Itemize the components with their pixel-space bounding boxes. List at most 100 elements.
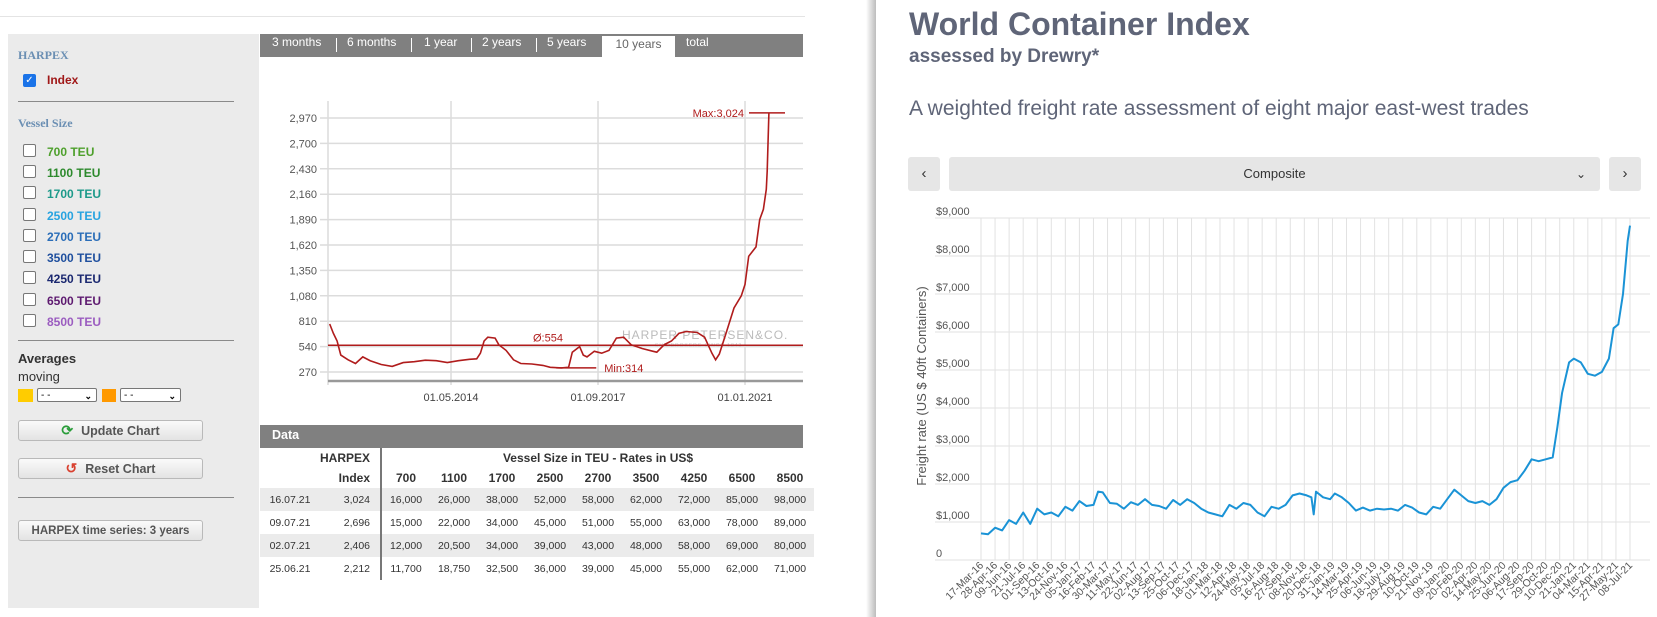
row-date: 25.06.21 bbox=[269, 562, 311, 575]
row-rate: 85,000 bbox=[718, 488, 767, 511]
y-tick-label: 2,700 bbox=[289, 138, 317, 150]
averages-moving-label: moving bbox=[18, 369, 60, 384]
row-rate: 43,000 bbox=[574, 534, 623, 557]
x-tick-label: 01.05.2014 bbox=[423, 392, 478, 404]
harpex-sidebar bbox=[8, 34, 259, 608]
vessel-checkbox[interactable] bbox=[23, 314, 36, 327]
route-select[interactable]: Composite ⌄ bbox=[949, 157, 1600, 191]
y-tick-label: $7,000 bbox=[936, 282, 970, 294]
row-rate: 55,000 bbox=[629, 516, 663, 529]
row-rate: 52,000 bbox=[526, 488, 575, 511]
next-route-button[interactable]: › bbox=[1609, 157, 1641, 191]
watermark-logo: HARPER PETERSEN&CO. bbox=[622, 328, 788, 342]
row-rate: 78,000 bbox=[725, 516, 759, 529]
row-rate: 12,000 bbox=[381, 534, 431, 557]
vessel-size-heading: Vessel Size bbox=[18, 116, 73, 130]
row-rate: 89,000 bbox=[773, 516, 807, 529]
y-tick-label: $5,000 bbox=[936, 358, 970, 370]
header-index: Index bbox=[320, 468, 383, 488]
y-tick-label: 540 bbox=[299, 342, 317, 354]
tab-separator bbox=[471, 38, 472, 52]
page-description: A weighted freight rate assessment of ei… bbox=[909, 97, 1529, 120]
y-tick-label: 2,430 bbox=[289, 164, 317, 176]
vessel-checkbox[interactable] bbox=[23, 271, 36, 284]
harpex-heading: HARPEX bbox=[18, 48, 69, 62]
table-row: 09.07.21 2,696 15,000 22,000 34,000 45,000 51,… bbox=[260, 511, 814, 534]
vessel-checkbox[interactable] bbox=[23, 208, 36, 221]
previous-route-button[interactable]: ‹ bbox=[908, 157, 940, 191]
average-1-select[interactable]: - - ⌄ bbox=[37, 388, 97, 402]
row-rate: 98,000 bbox=[766, 488, 815, 511]
row-rate: 48,000 bbox=[622, 534, 671, 557]
data-section-header: Data bbox=[260, 425, 803, 448]
row-rate: 11,700 bbox=[390, 562, 422, 575]
tab-10-years[interactable]: 10 years bbox=[602, 36, 675, 57]
vessel-label: 1700 TEU bbox=[47, 187, 102, 201]
vessel-label: 2700 TEU bbox=[47, 230, 102, 244]
y-tick-label: 1,890 bbox=[289, 215, 317, 227]
row-index: 2,406 bbox=[320, 534, 383, 557]
column-header: 2700 bbox=[584, 471, 612, 485]
row-rate: 55,000 bbox=[677, 562, 711, 575]
average-2-select[interactable]: - - ⌄ bbox=[120, 388, 181, 402]
index-label: Index bbox=[47, 73, 79, 87]
vessel-checkbox[interactable] bbox=[23, 186, 36, 199]
y-tick-label: $4,000 bbox=[936, 396, 970, 408]
tab-2-years[interactable]: 2 years bbox=[482, 35, 522, 49]
y-tick-label: 1,620 bbox=[289, 240, 317, 252]
row-rate: 36,000 bbox=[533, 562, 567, 575]
table-header-row: HARPEX Vessel Size in TEU - Rates in US$ bbox=[260, 448, 814, 468]
row-date: 02.07.21 bbox=[260, 534, 320, 557]
panel-divider bbox=[866, 0, 876, 617]
reset-chart-button[interactable]: ↺ Reset Chart bbox=[18, 458, 203, 479]
divider bbox=[18, 101, 234, 102]
vessel-label: 700 TEU bbox=[47, 145, 95, 159]
column-header: 6500 bbox=[728, 471, 756, 485]
period-tabs: 3 months 6 months 1 year 2 years 5 years 10 y… bbox=[260, 34, 803, 57]
y-tick-label: $1,000 bbox=[936, 510, 970, 522]
tab-separator bbox=[336, 38, 337, 52]
vessel-checkbox[interactable] bbox=[23, 165, 36, 178]
row-rate: 34,000 bbox=[478, 534, 527, 557]
reset-chart-label: Reset Chart bbox=[85, 461, 156, 476]
vessel-label: 3500 TEU bbox=[47, 251, 102, 265]
average-2-value: - - bbox=[124, 390, 134, 401]
tab-1-year[interactable]: 1 year bbox=[424, 35, 458, 49]
row-rate: 20,500 bbox=[430, 534, 479, 557]
y-tick-label: $6,000 bbox=[936, 320, 970, 332]
update-chart-label: Update Chart bbox=[81, 423, 160, 438]
column-header: 1700 bbox=[488, 471, 516, 485]
row-rate: 39,000 bbox=[526, 534, 575, 557]
column-header: 700 bbox=[396, 471, 417, 485]
chevron-right-icon: › bbox=[1622, 165, 1628, 182]
vessel-checkbox[interactable] bbox=[23, 144, 36, 157]
vessel-checkbox[interactable] bbox=[23, 293, 36, 306]
harpex-time-series-button[interactable]: HARPEX time series: 3 years bbox=[18, 520, 203, 541]
row-rate: 39,000 bbox=[581, 562, 615, 575]
table-row: 25.06.21 2,212 11,700 18,750 32,500 36,000 39,… bbox=[260, 557, 814, 580]
chevron-down-icon: ⌄ bbox=[168, 391, 176, 401]
tab-6-months[interactable]: 6 months bbox=[347, 35, 397, 49]
y-tick-label: 2,970 bbox=[289, 113, 317, 125]
vessel-checkbox[interactable] bbox=[23, 229, 36, 242]
tab-5-years[interactable]: 5 years bbox=[547, 35, 587, 49]
tab-3-months[interactable]: 3 months bbox=[272, 35, 322, 49]
row-rate: 80,000 bbox=[766, 534, 815, 557]
max-label: Max:3,024 bbox=[693, 108, 744, 120]
row-date: 09.07.21 bbox=[269, 516, 311, 529]
column-header: 3500 bbox=[632, 471, 660, 485]
column-header: 2500 bbox=[536, 471, 564, 485]
update-chart-button[interactable]: ⟳ Update Chart bbox=[18, 420, 203, 441]
row-rate: 51,000 bbox=[581, 516, 615, 529]
header-harpex: HARPEX bbox=[320, 448, 383, 468]
tab-total[interactable]: total bbox=[686, 35, 709, 49]
row-rate: 32,500 bbox=[485, 562, 519, 575]
vessel-checkbox[interactable] bbox=[23, 250, 36, 263]
x-tick-label: 01.09.2017 bbox=[570, 392, 625, 404]
index-checkbox[interactable]: ✓ bbox=[23, 74, 36, 87]
average-label: Ø:554 bbox=[533, 332, 563, 344]
column-header: 4250 bbox=[680, 471, 708, 485]
divider bbox=[18, 340, 234, 341]
row-rate: 58,000 bbox=[574, 488, 623, 511]
